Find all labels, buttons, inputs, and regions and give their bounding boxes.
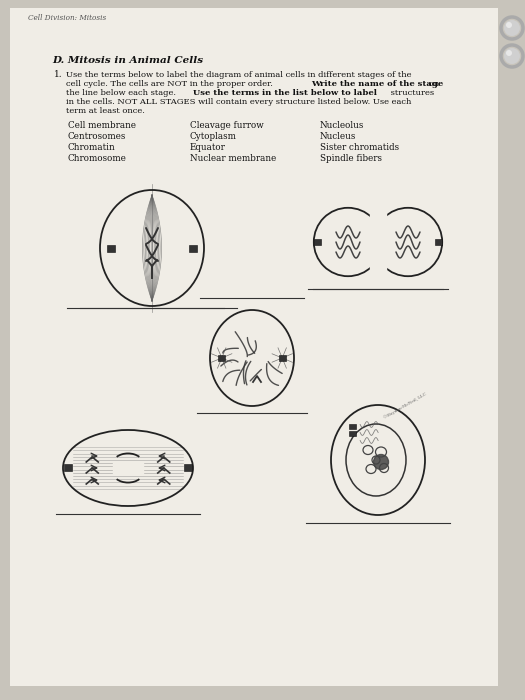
Bar [184,464,192,471]
Text: Cleavage furrow: Cleavage furrow [190,121,264,130]
Text: Cytoplasm: Cytoplasm [190,132,237,141]
Text: cell cycle. The cells are NOT in the proper order.: cell cycle. The cells are NOT in the pro… [66,80,276,88]
Bar [349,424,355,429]
Circle shape [506,22,512,28]
Bar [349,431,355,436]
Text: Cell Division: Mitosis: Cell Division: Mitosis [28,14,106,22]
Text: D. Mitosis in Animal Cells: D. Mitosis in Animal Cells [52,56,203,65]
Text: the line below each stage.: the line below each stage. [66,89,178,97]
Text: in the cells. NOT ALL STAGES will contain every structure listed below. Use each: in the cells. NOT ALL STAGES will contai… [66,98,412,106]
Bar [108,244,116,251]
Text: Sister chromatids: Sister chromatids [320,143,399,152]
Text: Centrosomes: Centrosomes [68,132,127,141]
Text: term at least once.: term at least once. [66,107,145,115]
Circle shape [504,48,520,64]
Circle shape [504,20,520,36]
Bar [435,239,442,245]
Text: Use the terms in the list below to label: Use the terms in the list below to label [193,89,377,97]
Text: Equator: Equator [190,143,226,152]
Bar [314,239,321,245]
Bar [279,355,286,361]
Text: Write the name of the stage: Write the name of the stage [311,80,443,88]
Text: Use the terms below to label the diagram of animal cells in different stages of : Use the terms below to label the diagram… [66,71,412,79]
Circle shape [506,50,512,56]
Text: structures: structures [388,89,434,97]
Text: 1.: 1. [54,70,62,79]
Text: on: on [426,80,439,88]
FancyBboxPatch shape [10,8,498,686]
Circle shape [373,454,388,470]
Text: Chromosome: Chromosome [68,154,127,163]
Bar [218,355,225,361]
Text: Spindle fibers: Spindle fibers [320,154,382,163]
Text: Nucleus: Nucleus [320,132,356,141]
Text: Cell membrane: Cell membrane [68,121,136,130]
Bar [64,464,72,471]
Bar [188,244,196,251]
Text: Chromatin: Chromatin [68,143,116,152]
Text: Nucleolus: Nucleolus [320,121,364,130]
Text: ©Hayden-McNeil, LLC: ©Hayden-McNeil, LLC [383,391,427,420]
Text: Nuclear membrane: Nuclear membrane [190,154,276,163]
